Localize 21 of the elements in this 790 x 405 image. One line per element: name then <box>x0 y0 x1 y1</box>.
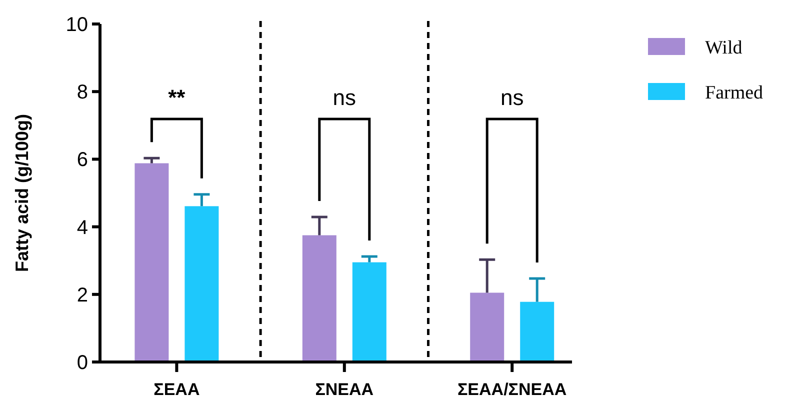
bar <box>302 235 336 362</box>
y-tick-label: 2 <box>76 284 88 306</box>
x-tick-label: ΣEAA <box>154 380 200 399</box>
bar <box>520 302 554 362</box>
y-tick-label: 10 <box>66 14 88 36</box>
bar <box>184 206 219 362</box>
legend-label: Farmed <box>705 82 764 104</box>
annotation: ns <box>500 85 524 110</box>
y-tick-label: 4 <box>76 216 88 239</box>
annotation: ns <box>332 85 356 110</box>
bar <box>470 292 504 362</box>
y-tick-label: 0 <box>76 352 88 374</box>
bar <box>352 262 386 362</box>
y-tick-label: 8 <box>76 82 88 104</box>
y-axis-title: Fatty acid (g/100g) <box>12 114 32 272</box>
x-tick-label: ΣEAA/ΣNEAA <box>458 380 567 399</box>
bar <box>134 163 169 362</box>
y-tick-label: 6 <box>76 149 88 172</box>
annotation: ** <box>168 85 186 110</box>
legend-label: Wild <box>705 38 743 59</box>
x-tick-label: ΣNEAA <box>315 380 374 399</box>
